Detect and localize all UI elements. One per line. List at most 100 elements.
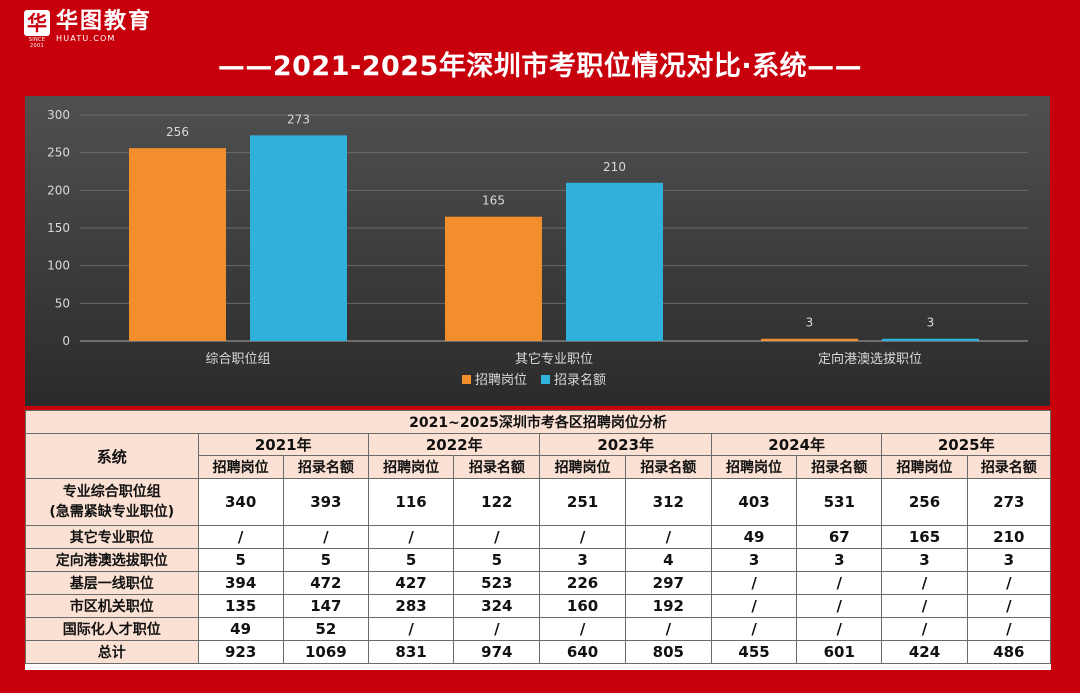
y-tick-label: 0 [62, 334, 70, 348]
row-label: 总计 [25, 640, 199, 664]
table-cell: 67 [796, 525, 883, 549]
table-cell: / [881, 594, 968, 618]
table-cell: 49 [197, 617, 284, 641]
row-label: 其它专业职位 [25, 525, 199, 549]
table-cell: 974 [453, 640, 541, 664]
table-cell: 273 [966, 478, 1052, 526]
table-cell: 427 [367, 571, 455, 595]
table-cell: 531 [796, 478, 883, 526]
table-cell: 226 [539, 571, 626, 595]
table-cell: 472 [282, 571, 369, 595]
bar [445, 216, 542, 341]
table-cell: 192 [624, 594, 712, 618]
table-cell: 5 [282, 548, 369, 572]
table-cell: 640 [539, 640, 626, 664]
table-cell: 52 [282, 617, 369, 641]
table-cell: / [282, 525, 369, 549]
table-cell: 923 [197, 640, 284, 664]
data-label: 210 [603, 160, 626, 174]
huatu-logo-icon: 华 SINCE 2001 [24, 10, 50, 49]
row-label: 定向港澳选拔职位 [25, 548, 199, 572]
table-row: 其它专业职位 / / / / //49 67 165 210 [25, 525, 1052, 549]
legend-swatch [541, 375, 550, 384]
brand-url: HUATU.COM [56, 34, 116, 43]
table-cell: 5 [453, 548, 541, 572]
table-cell: / [881, 617, 968, 641]
table-cell: / [796, 617, 883, 641]
table-cell: 116 [367, 478, 455, 526]
table-cell: 165 [881, 525, 968, 549]
table-cell: / [881, 571, 968, 595]
table-row: 市区机关职位 135 147 283 324 160 192// / / [25, 594, 1052, 618]
column-subheader: 招聘岗位 [197, 455, 284, 479]
table-cell: / [796, 571, 883, 595]
table-cell: 3 [710, 548, 798, 572]
table-cell: / [624, 617, 712, 641]
table-cell: / [367, 617, 455, 641]
table-cell: / [710, 594, 798, 618]
data-label: 273 [287, 112, 310, 126]
brand-logo: 华 SINCE 2001 华图教育 HUATU.COM [24, 10, 152, 49]
table-cell: / [367, 525, 455, 549]
table-cell: 49 [710, 525, 798, 549]
table-cell: / [539, 617, 626, 641]
table-cell: 135 [197, 594, 284, 618]
table-cell: 256 [881, 478, 968, 526]
table-cell: 831 [367, 640, 455, 664]
table-cell: 394 [197, 571, 284, 595]
bar [566, 182, 663, 341]
table-cell: / [197, 525, 284, 549]
table-cell: 3 [881, 548, 968, 572]
column-subheader: 招录名额 [966, 455, 1052, 479]
comparison-table-panel: 2021~2025深圳市考各区招聘岗位分析 系统 2021年 2022年 2023年 20… [25, 410, 1052, 670]
table-cell: 4 [624, 548, 712, 572]
data-label: 165 [482, 194, 505, 208]
table-row: 基层一线职位 394 472 427 523 226 297// / / [25, 571, 1052, 595]
table-cell: 3 [796, 548, 883, 572]
legend-swatch [462, 375, 471, 384]
comparison-table: 2021~2025深圳市考各区招聘岗位分析 系统 2021年 2022年 2023年 20… [25, 410, 1052, 664]
bar [250, 135, 347, 341]
year-header: 2023年 [539, 433, 712, 456]
column-subheader: 招聘岗位 [881, 455, 968, 479]
table-cell: 403 [710, 478, 798, 526]
table-cell: 324 [453, 594, 541, 618]
table-row: 国际化人才职位 49 52// / / / / / / [25, 617, 1052, 641]
table-cell: 283 [367, 594, 455, 618]
y-tick-label: 50 [55, 296, 70, 310]
bar [761, 338, 858, 341]
table-caption: 2021~2025深圳市考各区招聘岗位分析 [25, 410, 1051, 434]
table-cell: 486 [966, 640, 1052, 664]
table-cell: 122 [453, 478, 541, 526]
table-cell: 805 [624, 640, 712, 664]
x-tick-label: 综合职位组 [205, 352, 270, 367]
table-cell: 5 [197, 548, 284, 572]
legend-label: 招聘岗位 [475, 373, 527, 388]
bar-chart-panel: 0 50 100 150 200 250 300 256 273 综合职位组 165 210 其它专业职… [25, 96, 1050, 406]
table-cell: 424 [881, 640, 968, 664]
table-cell: 1069 [282, 640, 369, 664]
table-row: 定向港澳选拔职位 5 5 5 5 3 4 3 3 3 3 [25, 548, 1052, 572]
page-title: ——2021-2025年深圳市考职位情况对比·系统—— [217, 51, 863, 82]
table-cell: 297 [624, 571, 712, 595]
year-header: 2025年 [881, 433, 1051, 456]
bar [882, 338, 979, 341]
column-subheader: 招录名额 [453, 455, 541, 479]
y-tick-label: 150 [47, 221, 70, 235]
x-tick-label: 定向港澳选拔职位 [818, 351, 922, 367]
table-cell: / [796, 594, 883, 618]
data-label: 3 [927, 316, 935, 330]
bar [129, 148, 226, 341]
table-cell: / [453, 525, 541, 549]
table-cell: / [539, 525, 626, 549]
table-cell: 601 [796, 640, 883, 664]
table-cell: 455 [710, 640, 798, 664]
row-label: 国际化人才职位 [25, 617, 199, 641]
year-header: 2024年 [710, 433, 883, 456]
table-cell: 523 [453, 571, 541, 595]
table-cell: 251 [539, 478, 626, 526]
table-cell: / [710, 617, 798, 641]
data-label: 3 [806, 316, 814, 330]
table-cell: 210 [966, 525, 1052, 549]
table-cell: / [710, 571, 798, 595]
